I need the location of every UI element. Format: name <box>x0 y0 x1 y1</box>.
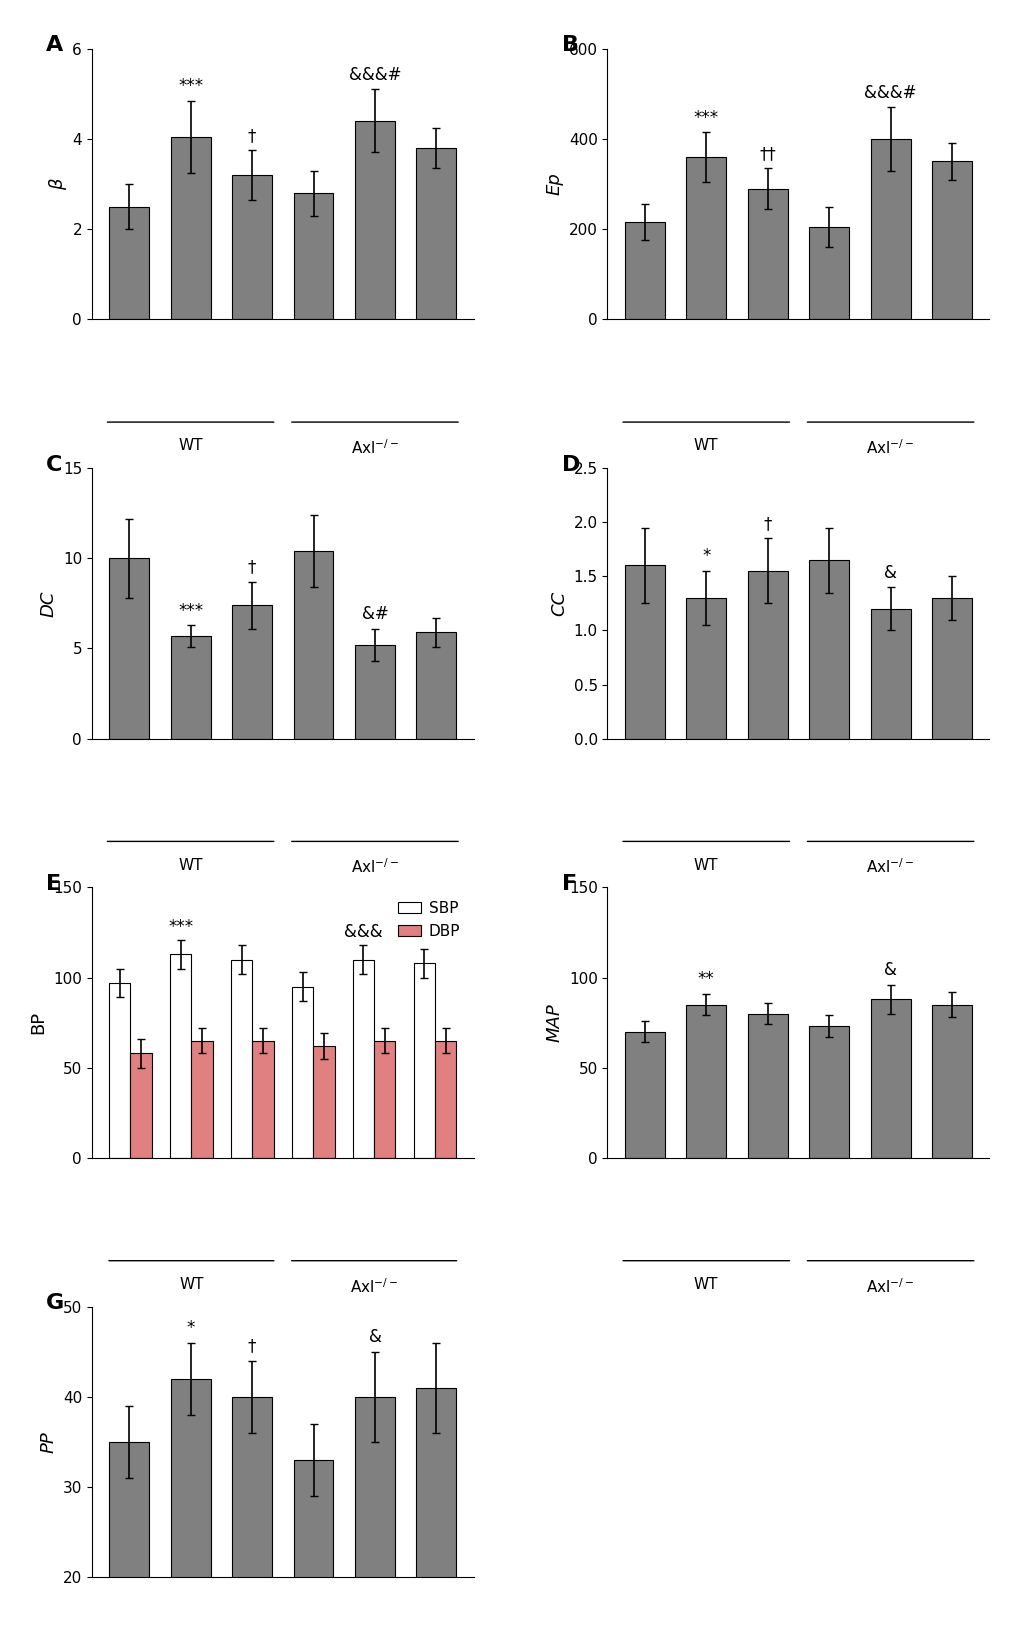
Bar <box>747 571 787 738</box>
Text: A: A <box>46 36 63 55</box>
Bar <box>170 137 210 319</box>
Bar <box>130 1054 152 1158</box>
Y-axis label: DC: DC <box>40 590 57 616</box>
Bar <box>747 189 787 319</box>
Text: WT: WT <box>693 439 717 454</box>
Bar <box>686 1005 726 1158</box>
Text: **: ** <box>697 971 714 989</box>
Text: Axl$^{-/-}$: Axl$^{-/-}$ <box>351 439 398 457</box>
Text: ***: *** <box>178 76 203 96</box>
Bar <box>870 608 910 738</box>
Text: ***: *** <box>693 109 718 127</box>
Bar <box>170 1379 210 1626</box>
Bar <box>252 1041 273 1158</box>
Bar <box>625 566 664 738</box>
Bar <box>313 1046 334 1158</box>
Text: Axl$^{-/-}$: Axl$^{-/-}$ <box>865 857 914 876</box>
Text: &&&: &&& <box>343 924 382 941</box>
Bar <box>416 1389 455 1626</box>
Bar <box>109 207 149 319</box>
Bar <box>355 646 394 738</box>
Bar <box>931 598 971 738</box>
Text: D: D <box>561 455 580 475</box>
Text: WT: WT <box>693 857 717 873</box>
Y-axis label: β: β <box>49 179 66 190</box>
Bar <box>109 984 130 1158</box>
Text: ††: †† <box>758 145 775 163</box>
Text: WT: WT <box>178 439 203 454</box>
Text: G: G <box>46 1293 64 1314</box>
Text: Axl$^{-/-}$: Axl$^{-/-}$ <box>351 857 398 876</box>
Bar <box>435 1041 455 1158</box>
Text: ***: *** <box>168 919 194 937</box>
Text: *: * <box>701 548 709 566</box>
Bar <box>747 1013 787 1158</box>
Text: †: † <box>248 1338 256 1356</box>
Text: &: & <box>883 961 896 979</box>
Bar <box>416 633 455 738</box>
Bar <box>232 605 272 738</box>
Y-axis label: BP: BP <box>30 1011 48 1034</box>
Text: *: * <box>186 1319 195 1337</box>
Y-axis label: Ep: Ep <box>544 172 562 195</box>
Bar <box>686 158 726 319</box>
Bar <box>686 598 726 738</box>
Text: B: B <box>561 36 578 55</box>
Text: Axl$^{-/-}$: Axl$^{-/-}$ <box>865 439 914 457</box>
Y-axis label: CC: CC <box>549 590 568 616</box>
Bar <box>232 176 272 319</box>
Text: Axl$^{-/-}$: Axl$^{-/-}$ <box>865 1276 914 1296</box>
Text: &&&#: &&&# <box>348 67 400 85</box>
Text: WT: WT <box>693 1276 717 1293</box>
Text: &: & <box>368 1328 381 1346</box>
Text: †: † <box>763 515 771 533</box>
Bar <box>109 1442 149 1626</box>
Y-axis label: PP: PP <box>39 1431 57 1454</box>
Text: F: F <box>561 873 576 894</box>
Text: C: C <box>46 455 62 475</box>
Bar <box>416 148 455 319</box>
Bar <box>192 1041 213 1158</box>
Bar <box>870 1000 910 1158</box>
Bar <box>355 1397 394 1626</box>
Bar <box>355 120 394 319</box>
Bar <box>170 636 210 738</box>
Text: &: & <box>883 564 896 582</box>
Bar <box>293 193 333 319</box>
Text: WT: WT <box>178 857 203 873</box>
Legend: SBP, DBP: SBP, DBP <box>391 894 466 945</box>
Bar <box>870 138 910 319</box>
Bar <box>230 959 252 1158</box>
Bar <box>293 1460 333 1626</box>
Bar <box>414 963 435 1158</box>
Text: †: † <box>248 558 256 576</box>
Bar <box>232 1397 272 1626</box>
Bar <box>625 223 664 319</box>
Bar <box>374 1041 395 1158</box>
Bar <box>931 1005 971 1158</box>
Text: Axl$^{-/-}$: Axl$^{-/-}$ <box>350 1276 397 1296</box>
Bar <box>625 1031 664 1158</box>
Text: ***: *** <box>178 602 203 620</box>
Text: &&&#: &&&# <box>863 85 916 102</box>
Bar <box>109 558 149 738</box>
Bar <box>808 1026 848 1158</box>
Text: E: E <box>46 873 61 894</box>
Text: WT: WT <box>179 1276 204 1293</box>
Y-axis label: MAP: MAP <box>545 1003 562 1042</box>
Bar <box>170 954 192 1158</box>
Bar <box>808 228 848 319</box>
Text: &#: &# <box>361 605 388 623</box>
Bar <box>808 559 848 738</box>
Text: †: † <box>248 127 256 145</box>
Bar <box>931 161 971 319</box>
Bar <box>291 987 313 1158</box>
Bar <box>293 551 333 738</box>
Bar <box>353 959 374 1158</box>
